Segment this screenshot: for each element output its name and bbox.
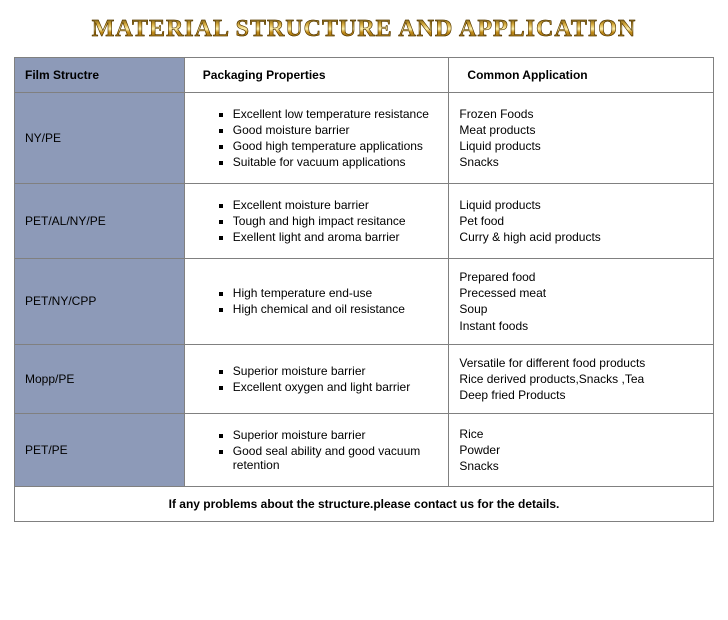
application-line: Prepared food [459, 269, 703, 285]
properties-list: Superior moisture barrier Good seal abili… [215, 428, 439, 472]
properties-list-item: Good seal ability and good vacuum retent… [233, 444, 433, 472]
application-line: Powder [459, 442, 703, 458]
applications-lines: Liquid productsPet foodCurry & high acid… [459, 197, 703, 246]
cell-structure: NY/PE [15, 93, 185, 184]
application-line: Rice derived products,Snacks ,Tea [459, 371, 703, 387]
application-line: Rice [459, 426, 703, 442]
properties-list: High temperature end-use High chemical an… [215, 286, 439, 316]
properties-list: Superior moisture barrier Excellent oxyge… [215, 364, 439, 394]
page-title: MATERIAL STRUCTURE AND APPLICATION [12, 16, 716, 43]
cell-structure: PET/PE [15, 414, 185, 487]
properties-list-item: Suitable for vacuum applications [233, 155, 433, 169]
cell-applications: Prepared foodPrecessed meatSoupInstant f… [449, 259, 714, 345]
application-line: Liquid products [459, 138, 703, 154]
cell-properties: Excellent moisture barrier Tough and high… [184, 184, 449, 259]
cell-properties: High temperature end-use High chemical an… [184, 259, 449, 345]
col-header-properties: Packaging Properties [184, 58, 449, 93]
table-row: PET/AL/NY/PE Excellent moisture barrier To… [15, 184, 714, 259]
properties-list: Excellent moisture barrier Tough and high… [215, 198, 439, 244]
properties-list-item: Excellent oxygen and light barrier [233, 380, 433, 394]
properties-list-item: Excellent low temperature resistance [233, 107, 433, 121]
col-header-structure: Film Structre [15, 58, 185, 93]
cell-structure: PET/NY/CPP [15, 259, 185, 345]
table-header-row: Film Structre Packaging Properties Commo… [15, 58, 714, 93]
col-header-applications: Common Application [449, 58, 714, 93]
applications-lines: Versatile for different food productsRic… [459, 355, 703, 404]
application-line: Pet food [459, 213, 703, 229]
application-line: Precessed meat [459, 285, 703, 301]
table-row: NY/PE Excellent low temperature resistanc… [15, 93, 714, 184]
properties-list-item: Exellent light and aroma barrier [233, 230, 433, 244]
material-table: Film Structre Packaging Properties Commo… [14, 57, 714, 522]
cell-structure: Mopp/PE [15, 344, 185, 414]
cell-structure: PET/AL/NY/PE [15, 184, 185, 259]
properties-list-item: High chemical and oil resistance [233, 302, 433, 316]
applications-lines: Frozen FoodsMeat productsLiquid products… [459, 106, 703, 171]
application-line: Instant foods [459, 318, 703, 334]
table-row: Mopp/PE Superior moisture barrier Excellen… [15, 344, 714, 414]
properties-list-item: Excellent moisture barrier [233, 198, 433, 212]
application-line: Liquid products [459, 197, 703, 213]
properties-list-item: Good high temperature applications [233, 139, 433, 153]
properties-list-item: Superior moisture barrier [233, 428, 433, 442]
cell-applications: RicePowderSnacks [449, 414, 714, 487]
table-row: PET/NY/CPP High temperature end-use High c… [15, 259, 714, 345]
cell-applications: Versatile for different food productsRic… [449, 344, 714, 414]
properties-list-item: High temperature end-use [233, 286, 433, 300]
cell-applications: Liquid productsPet foodCurry & high acid… [449, 184, 714, 259]
table-footer-row: If any problems about the structure.plea… [15, 487, 714, 522]
properties-list: Excellent low temperature resistance Good… [215, 107, 439, 169]
cell-properties: Superior moisture barrier Good seal abili… [184, 414, 449, 487]
application-line: Frozen Foods [459, 106, 703, 122]
table-row: PET/PE Superior moisture barrier Good seal… [15, 414, 714, 487]
cell-applications: Frozen FoodsMeat productsLiquid products… [449, 93, 714, 184]
properties-list-item: Tough and high impact resitance [233, 214, 433, 228]
cell-properties: Superior moisture barrier Excellent oxyge… [184, 344, 449, 414]
application-line: Meat products [459, 122, 703, 138]
cell-properties: Excellent low temperature resistance Good… [184, 93, 449, 184]
properties-list-item: Good moisture barrier [233, 123, 433, 137]
application-line: Curry & high acid products [459, 229, 703, 245]
applications-lines: Prepared foodPrecessed meatSoupInstant f… [459, 269, 703, 334]
application-line: Snacks [459, 458, 703, 474]
footer-note: If any problems about the structure.plea… [15, 487, 714, 522]
applications-lines: RicePowderSnacks [459, 426, 703, 475]
application-line: Deep fried Products [459, 387, 703, 403]
application-line: Soup [459, 301, 703, 317]
application-line: Snacks [459, 154, 703, 170]
properties-list-item: Superior moisture barrier [233, 364, 433, 378]
application-line: Versatile for different food products [459, 355, 703, 371]
